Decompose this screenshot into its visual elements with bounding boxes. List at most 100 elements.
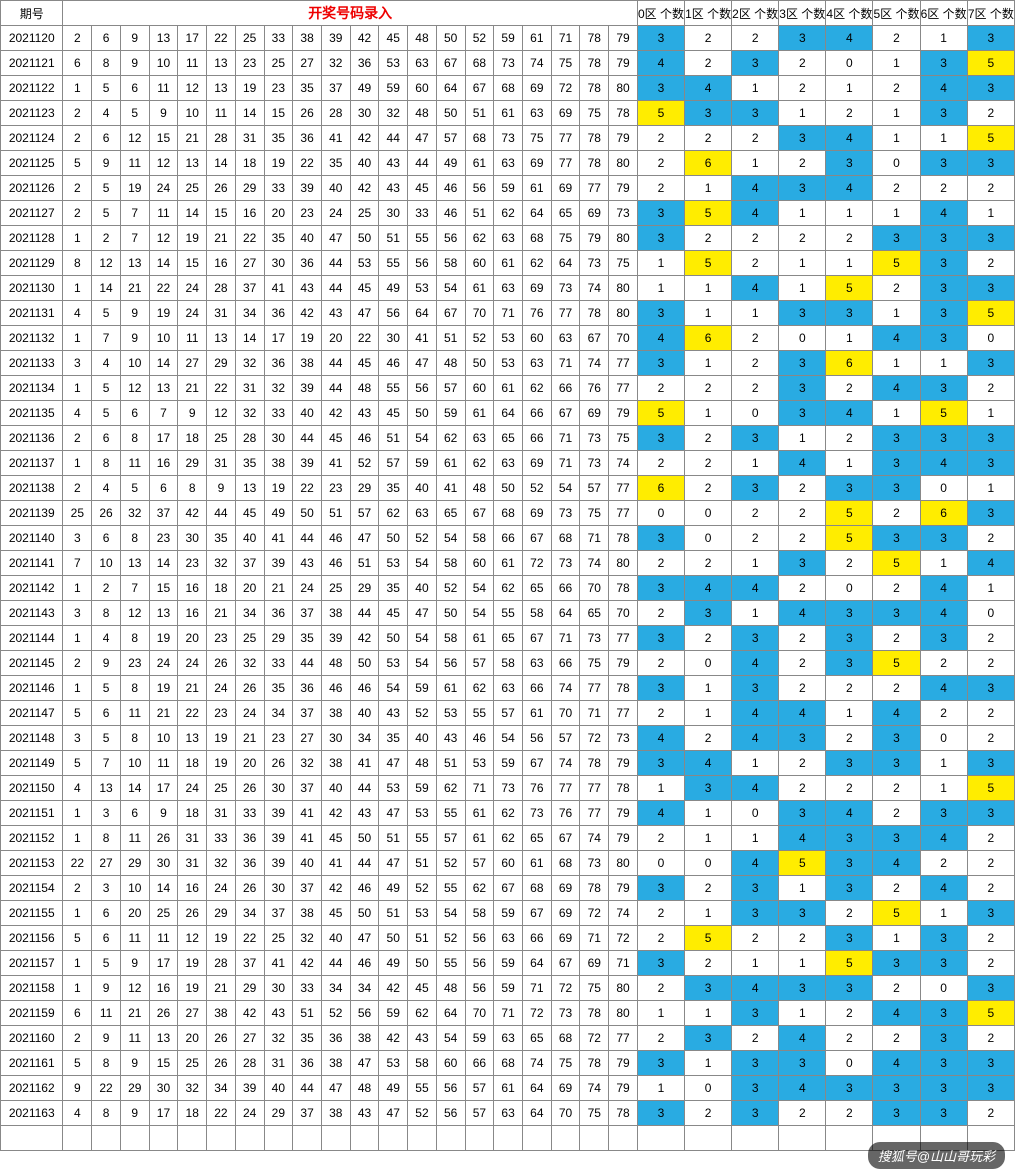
issue-cell: 2021152 [1,826,63,851]
zone-cell: 3 [732,1101,779,1126]
zone-cell: 3 [779,351,826,376]
issue-cell: 2021140 [1,526,63,551]
num-cell: 43 [379,151,408,176]
zone-cell: 2 [685,426,732,451]
num-cell: 21 [120,276,149,301]
num-cell: 75 [580,501,609,526]
zone-cell: 1 [732,301,779,326]
table-row: 2021157159171928374142444649505556596467… [1,951,1015,976]
num-cell: 7 [92,326,121,351]
zone-cell: 3 [967,1076,1014,1101]
num-cell: 80 [609,76,638,101]
num-cell: 44 [379,126,408,151]
num-cell: 76 [522,776,551,801]
zone-cell: 1 [779,276,826,301]
num-cell: 74 [580,826,609,851]
zone-cell: 1 [732,551,779,576]
num-cell: 79 [609,1076,638,1101]
num-cell: 8 [92,601,121,626]
table-row: 2021145292324242632334448505354565758636… [1,651,1015,676]
num-cell: 47 [379,801,408,826]
table-row: 2021149571011181920263238414748515359677… [1,751,1015,776]
zone-cell: 2 [685,876,732,901]
table-row: 2021150413141724252630374044535962717376… [1,776,1015,801]
num-cell: 14 [178,201,207,226]
zone-cell: 2 [637,376,684,401]
num-cell: 43 [350,401,379,426]
zone-cell: 2 [967,251,1014,276]
zone-cell: 2 [967,1101,1014,1126]
num-cell: 35 [264,126,293,151]
num-cell: 4 [63,776,92,801]
zone-cell: 3 [637,76,684,101]
num-cell: 71 [580,526,609,551]
zone-cell: 3 [779,726,826,751]
num-cell: 13 [149,1026,178,1051]
num-cell: 28 [207,126,236,151]
zone-cell: 2 [732,1026,779,1051]
num-cell: 40 [293,401,322,426]
num-cell: 72 [551,976,580,1001]
num-cell: 47 [408,351,437,376]
num-cell: 68 [551,851,580,876]
num-cell: 26 [207,651,236,676]
num-cell: 78 [580,126,609,151]
num-cell: 61 [465,801,494,826]
zone-cell: 4 [779,451,826,476]
num-cell: 62 [465,226,494,251]
num-cell: 2 [63,176,92,201]
issue-cell: 2021139 [1,501,63,526]
zone-cell: 4 [732,276,779,301]
num-cell: 19 [207,926,236,951]
num-cell: 50 [350,826,379,851]
zone-cell: 1 [779,201,826,226]
zone-cell: 3 [873,526,920,551]
num-cell: 21 [207,226,236,251]
num-cell: 11 [207,101,236,126]
zone-cell: 4 [779,1026,826,1051]
table-row: 2021153222729303132363940414447515257606… [1,851,1015,876]
num-cell: 21 [207,601,236,626]
num-cell: 6 [92,526,121,551]
num-cell: 71 [551,26,580,51]
num-cell: 23 [207,626,236,651]
num-cell: 52 [436,851,465,876]
zone-cell: 1 [637,1076,684,1101]
table-row: 2021163489171822242937384347525657636470… [1,1101,1015,1126]
zone-cell: 4 [826,26,873,51]
num-cell: 18 [207,576,236,601]
num-cell: 55 [465,701,494,726]
issue-cell: 2021131 [1,301,63,326]
num-cell: 80 [609,151,638,176]
zone-cell: 1 [732,76,779,101]
num-cell: 3 [63,726,92,751]
num-cell: 59 [494,901,523,926]
zone-cell: 4 [732,726,779,751]
num-cell: 30 [379,326,408,351]
num-cell: 32 [293,751,322,776]
num-cell: 5 [92,951,121,976]
zone-cell: 4 [732,201,779,226]
num-cell: 60 [465,551,494,576]
num-cell: 79 [609,876,638,901]
num-cell: 30 [264,251,293,276]
zone-cell: 3 [920,426,967,451]
num-cell: 3 [63,601,92,626]
zone-cell: 3 [967,676,1014,701]
num-cell: 52 [408,1101,437,1126]
num-cell: 6 [120,401,149,426]
zone-cell: 3 [967,451,1014,476]
num-cell: 51 [379,901,408,926]
num-cell: 42 [350,26,379,51]
num-cell: 64 [494,401,523,426]
num-cell: 17 [178,26,207,51]
zone-cell: 3 [826,626,873,651]
num-cell: 35 [379,726,408,751]
num-cell: 56 [408,251,437,276]
zone-cell: 3 [967,226,1014,251]
zone-cell: 1 [873,926,920,951]
zone-cell: 2 [732,226,779,251]
zone-cell: 2 [685,226,732,251]
num-cell: 70 [465,1001,494,1026]
zone-cell: 3 [967,26,1014,51]
